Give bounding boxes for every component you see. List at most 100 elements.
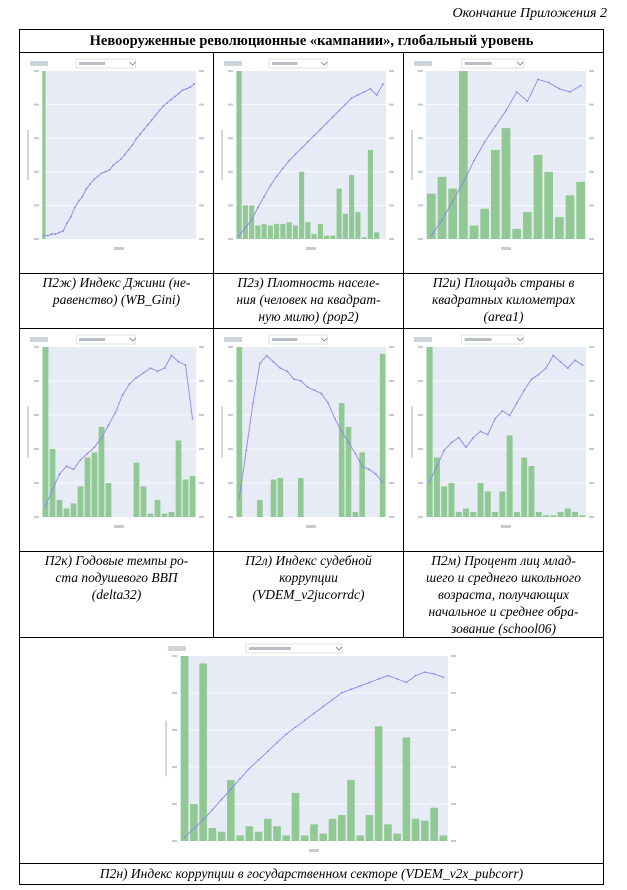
bar xyxy=(236,71,242,239)
plot-area xyxy=(235,71,386,239)
bar xyxy=(298,171,304,239)
bar xyxy=(354,212,360,239)
y2-tick xyxy=(198,448,204,450)
bar xyxy=(535,511,542,517)
bar xyxy=(309,824,318,841)
line-point xyxy=(375,94,378,96)
line-point xyxy=(350,97,353,100)
line-point xyxy=(360,465,363,468)
bar xyxy=(175,440,181,517)
bar xyxy=(235,835,244,841)
bar xyxy=(318,833,327,841)
bar xyxy=(458,71,468,239)
caption-line: П2н) Индекс коррупции в государственном … xyxy=(99,866,524,881)
line-point xyxy=(423,671,426,674)
line-point xyxy=(65,222,68,225)
bar xyxy=(479,208,489,239)
line-point xyxy=(429,234,432,237)
plot-area xyxy=(41,71,196,239)
line-point xyxy=(243,226,246,229)
line-point xyxy=(299,379,302,382)
bar xyxy=(337,815,346,841)
line-point xyxy=(353,452,356,455)
caption-p2i: П2и) Площадь страны в квадратных километр… xyxy=(402,273,605,329)
line-point xyxy=(121,394,123,396)
line-point xyxy=(238,777,241,780)
y2-tick xyxy=(198,170,204,173)
caption-line: квадратных километрах xyxy=(431,292,576,307)
line-point xyxy=(229,788,232,791)
line-point xyxy=(44,504,46,507)
y2-tick xyxy=(588,137,594,140)
line-point xyxy=(362,90,365,93)
bar xyxy=(242,205,248,239)
y-tick xyxy=(227,448,233,450)
line-point xyxy=(306,140,309,143)
x-axis-label xyxy=(500,525,511,528)
bar xyxy=(328,818,336,841)
y-tick xyxy=(417,516,423,518)
bar xyxy=(447,483,454,517)
line-point xyxy=(119,158,122,160)
bar xyxy=(565,195,574,239)
chart-dropdown xyxy=(460,58,524,69)
line-point xyxy=(81,195,83,198)
line-point xyxy=(457,436,460,439)
line-point xyxy=(472,159,475,162)
chart-filter-label xyxy=(223,61,242,66)
line-point xyxy=(73,206,76,209)
caption-line: П2и) Площадь страны в xyxy=(432,275,575,290)
caption-p2l: П2л) Индекс судебной коррупции (VDEM_v2juc… xyxy=(213,551,404,638)
y-tick xyxy=(227,482,233,484)
caption-line: начальное и среднее обра- xyxy=(428,604,579,619)
bar xyxy=(248,205,254,239)
line-point xyxy=(568,90,571,93)
line-point xyxy=(275,741,278,744)
y2-tick xyxy=(388,482,394,484)
y-tick xyxy=(227,346,233,348)
chart-p2l xyxy=(218,333,400,533)
line-point xyxy=(42,234,45,237)
y-tick xyxy=(227,170,233,173)
bar xyxy=(323,235,329,239)
bar xyxy=(490,149,500,239)
line-point xyxy=(61,230,64,232)
line-point xyxy=(92,178,95,181)
line-point xyxy=(461,181,464,184)
bar xyxy=(133,462,139,517)
line-point xyxy=(386,674,389,677)
line-point xyxy=(201,819,204,821)
y2-tick xyxy=(198,414,204,416)
line-point xyxy=(256,206,259,209)
line-point xyxy=(349,688,352,691)
bar xyxy=(329,235,335,239)
table-title: Невооруженные революционные «кампании», … xyxy=(18,29,605,53)
y2-tick xyxy=(388,414,394,416)
caption-p2n: П2н) Индекс коррупции в государственном … xyxy=(18,863,605,885)
line-point xyxy=(547,81,550,84)
chevron-down-icon xyxy=(320,337,327,342)
line-point xyxy=(107,424,109,426)
line-point xyxy=(281,167,284,170)
y-axis-label xyxy=(220,406,223,458)
line-point xyxy=(483,140,486,143)
y2-tick xyxy=(588,380,594,382)
line-point xyxy=(525,100,528,103)
continuation-header: Окончание Приложения 2 xyxy=(452,6,607,21)
chart-dropdown-value xyxy=(248,647,291,650)
caption-line: зование (school06) xyxy=(451,621,556,636)
y2-tick xyxy=(588,346,594,348)
chart-svg xyxy=(164,643,456,852)
bar xyxy=(564,508,571,517)
line-point xyxy=(127,148,130,151)
line-point xyxy=(238,496,240,499)
y-axis-label xyxy=(220,129,223,181)
line-point xyxy=(544,367,547,370)
y2-tick xyxy=(388,70,394,72)
x-axis-label xyxy=(305,247,316,250)
bar xyxy=(286,222,292,239)
bar xyxy=(554,217,564,239)
y-tick xyxy=(417,70,423,72)
line-point xyxy=(451,200,454,203)
line-point xyxy=(93,446,95,449)
